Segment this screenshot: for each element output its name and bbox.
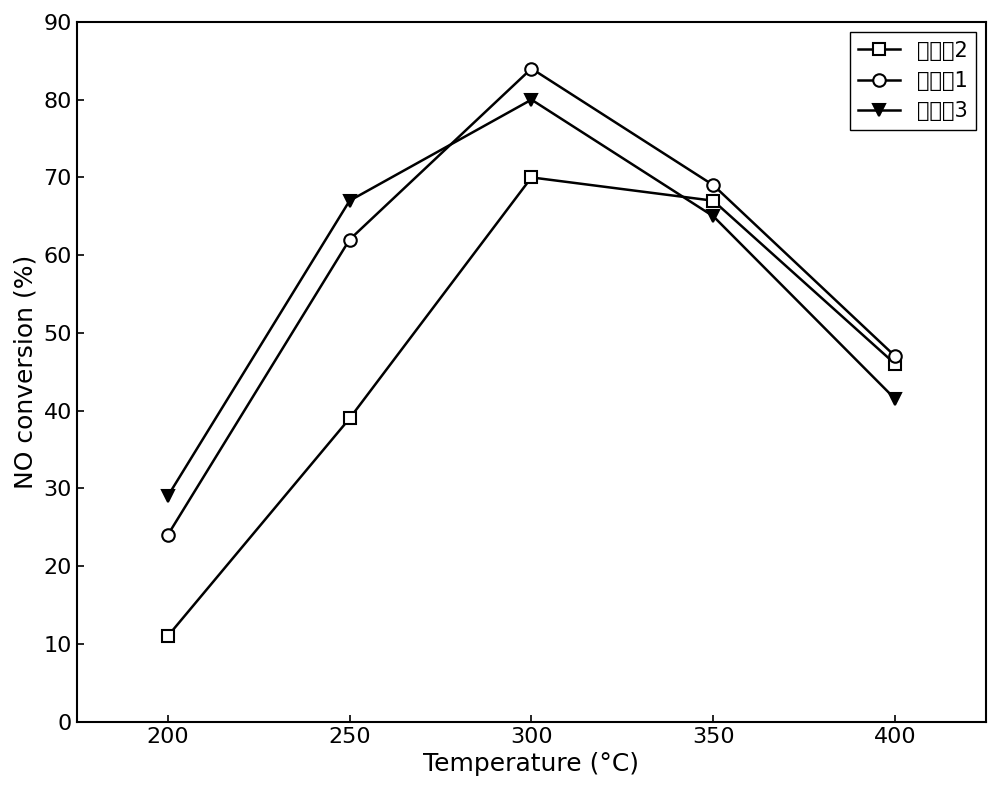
催化剂1	[162, 530, 174, 540]
催化剂2	[707, 196, 719, 205]
Y-axis label: NO conversion (%): NO conversion (%)	[14, 254, 38, 489]
催化剂1	[525, 64, 537, 73]
催化剂3	[525, 95, 537, 104]
Line: 催化剂1: 催化剂1	[161, 62, 901, 541]
X-axis label: Temperature (°C): Temperature (°C)	[423, 752, 639, 776]
Line: 催化剂3: 催化剂3	[161, 93, 901, 502]
Legend: 催化剂2, 催化剂1, 催化剂3: 催化剂2, 催化剂1, 催化剂3	[850, 32, 976, 130]
催化剂2	[525, 173, 537, 182]
催化剂2	[344, 414, 356, 423]
Line: 催化剂2: 催化剂2	[161, 171, 901, 642]
催化剂1	[889, 352, 901, 361]
催化剂1	[707, 180, 719, 190]
催化剂3	[707, 212, 719, 221]
催化剂3	[344, 196, 356, 205]
催化剂3	[162, 491, 174, 501]
催化剂2	[162, 631, 174, 641]
催化剂2	[889, 359, 901, 369]
催化剂1	[344, 235, 356, 244]
催化剂3	[889, 394, 901, 404]
